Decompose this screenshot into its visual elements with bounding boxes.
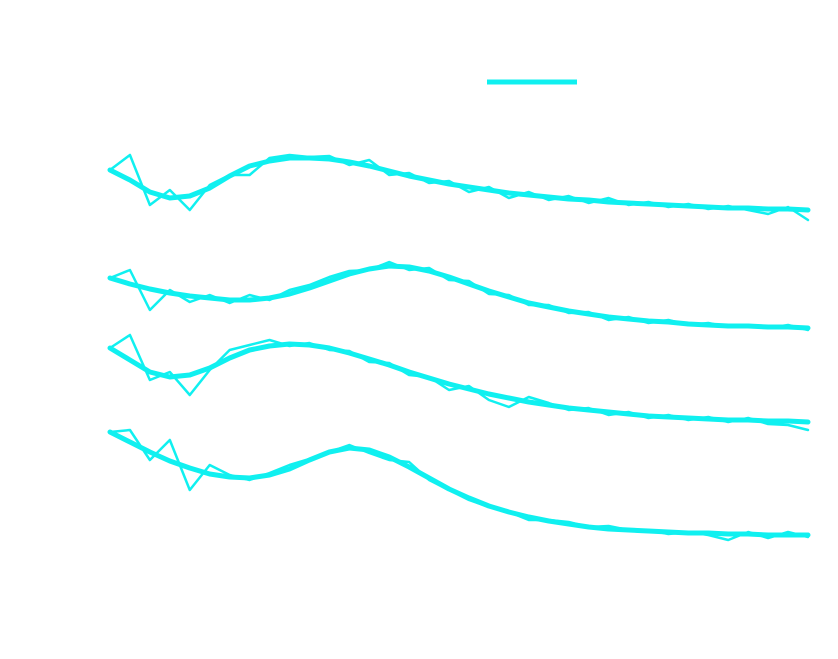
fit-line [107, 341, 811, 425]
data-line [108, 428, 810, 542]
fit-line [107, 429, 811, 538]
data-line [108, 333, 810, 432]
fit-line [107, 263, 811, 331]
fit-line [107, 155, 811, 213]
